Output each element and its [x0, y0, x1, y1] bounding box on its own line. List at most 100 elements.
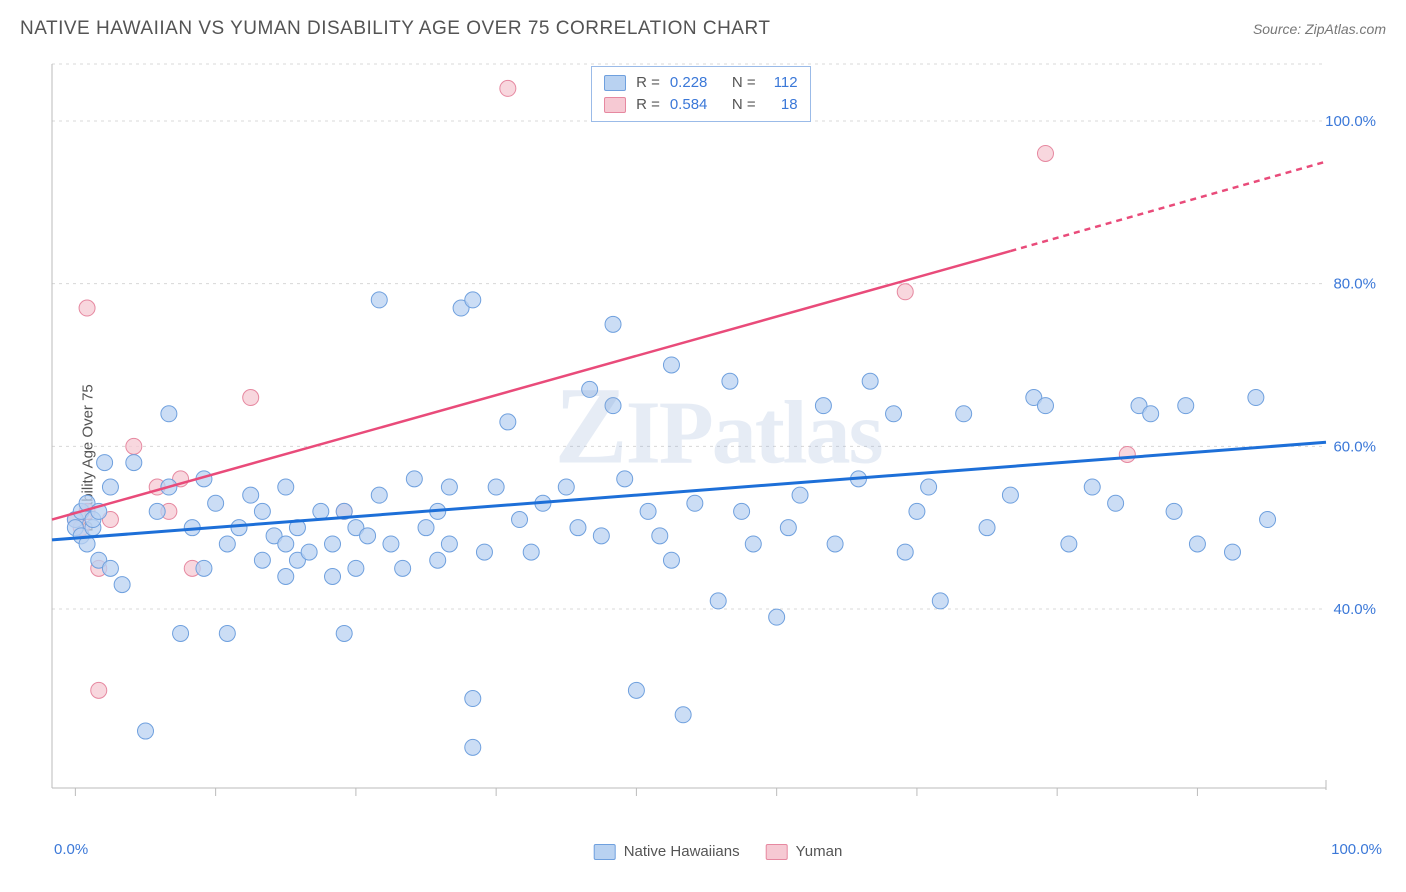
native-hawaiian-trendline — [52, 442, 1326, 540]
yuman-point — [79, 300, 95, 316]
native-hawaiian-point — [921, 479, 937, 495]
series-legend-item: Native Hawaiians — [594, 843, 740, 860]
header: NATIVE HAWAIIAN VS YUMAN DISABILITY AGE … — [0, 0, 1406, 48]
legend-swatch — [766, 844, 788, 860]
native-hawaiian-point — [325, 536, 341, 552]
native-hawaiian-point — [278, 479, 294, 495]
yuman-trendline-extrapolated — [1010, 162, 1326, 251]
native-hawaiian-point — [1108, 495, 1124, 511]
native-hawaiian-point — [979, 520, 995, 536]
native-hawaiian-point — [593, 528, 609, 544]
y-gridline-label: 80.0% — [1333, 276, 1376, 293]
native-hawaiian-point — [1037, 398, 1053, 414]
native-hawaiian-point — [336, 625, 352, 641]
y-gridline-label: 100.0% — [1325, 113, 1376, 130]
native-hawaiian-point — [769, 609, 785, 625]
native-hawaiian-point — [465, 691, 481, 707]
native-hawaiian-point — [1084, 479, 1100, 495]
native-hawaiian-point — [886, 406, 902, 422]
yuman-point — [91, 682, 107, 698]
native-hawaiian-point — [523, 544, 539, 560]
native-hawaiian-point — [687, 495, 703, 511]
native-hawaiian-point — [418, 520, 434, 536]
native-hawaiian-point — [488, 479, 504, 495]
scatter-plot: 40.0% 60.0% 80.0% 100.0% — [50, 58, 1386, 858]
native-hawaiian-point — [909, 503, 925, 519]
native-hawaiian-point — [348, 560, 364, 576]
chart-container: Disability Age Over 75 40.0%60.0%80.0%10… — [50, 58, 1386, 858]
native-hawaiian-point — [1248, 390, 1264, 406]
native-hawaiian-point — [371, 487, 387, 503]
native-hawaiian-point — [1143, 406, 1159, 422]
correlation-legend: R =0.228N =112R =0.584N =18 — [591, 66, 811, 122]
native-hawaiian-point — [161, 406, 177, 422]
source-attribution: Source: ZipAtlas.com — [1253, 21, 1386, 37]
native-hawaiian-point — [254, 552, 270, 568]
native-hawaiian-point — [792, 487, 808, 503]
native-hawaiian-point — [208, 495, 224, 511]
legend-swatch — [604, 97, 626, 113]
native-hawaiian-point — [1260, 512, 1276, 528]
native-hawaiian-point — [254, 503, 270, 519]
yuman-point — [897, 284, 913, 300]
yuman-point — [126, 438, 142, 454]
native-hawaiian-point — [406, 471, 422, 487]
native-hawaiian-point — [371, 292, 387, 308]
native-hawaiian-point — [710, 593, 726, 609]
native-hawaiian-point — [138, 723, 154, 739]
native-hawaiian-point — [219, 625, 235, 641]
native-hawaiian-point — [301, 544, 317, 560]
native-hawaiian-point — [862, 373, 878, 389]
native-hawaiian-point — [231, 520, 247, 536]
native-hawaiian-point — [441, 536, 457, 552]
native-hawaiian-point — [780, 520, 796, 536]
yuman-point — [243, 390, 259, 406]
native-hawaiian-point — [243, 487, 259, 503]
native-hawaiian-point — [675, 707, 691, 723]
native-hawaiian-point — [1178, 398, 1194, 414]
native-hawaiian-point — [126, 455, 142, 471]
native-hawaiian-point — [570, 520, 586, 536]
legend-swatch — [604, 75, 626, 91]
yuman-point — [500, 80, 516, 96]
native-hawaiian-point — [815, 398, 831, 414]
native-hawaiian-point — [196, 560, 212, 576]
x-axis-min-label: 0.0% — [54, 841, 88, 858]
native-hawaiian-point — [278, 536, 294, 552]
native-hawaiian-point — [722, 373, 738, 389]
native-hawaiian-point — [640, 503, 656, 519]
y-gridline-label: 40.0% — [1333, 601, 1376, 618]
native-hawaiian-point — [313, 503, 329, 519]
native-hawaiian-point — [395, 560, 411, 576]
native-hawaiian-point — [652, 528, 668, 544]
native-hawaiian-point — [383, 536, 399, 552]
native-hawaiian-point — [1002, 487, 1018, 503]
native-hawaiian-point — [897, 544, 913, 560]
native-hawaiian-point — [360, 528, 376, 544]
native-hawaiian-point — [149, 503, 165, 519]
native-hawaiian-point — [582, 381, 598, 397]
native-hawaiian-point — [465, 292, 481, 308]
native-hawaiian-point — [932, 593, 948, 609]
native-hawaiian-point — [1166, 503, 1182, 519]
native-hawaiian-point — [512, 512, 528, 528]
native-hawaiian-point — [97, 455, 113, 471]
native-hawaiian-point — [102, 560, 118, 576]
native-hawaiian-point — [500, 414, 516, 430]
native-hawaiian-point — [827, 536, 843, 552]
native-hawaiian-point — [605, 398, 621, 414]
yuman-point — [1119, 446, 1135, 462]
native-hawaiian-point — [219, 536, 235, 552]
native-hawaiian-point — [663, 357, 679, 373]
y-gridline-label: 60.0% — [1333, 438, 1376, 455]
chart-title: NATIVE HAWAIIAN VS YUMAN DISABILITY AGE … — [20, 18, 770, 40]
yuman-point — [1037, 145, 1053, 161]
native-hawaiian-point — [325, 568, 341, 584]
native-hawaiian-point — [430, 552, 446, 568]
legend-swatch — [594, 844, 616, 860]
native-hawaiian-point — [1061, 536, 1077, 552]
native-hawaiian-point — [617, 471, 633, 487]
native-hawaiian-point — [441, 479, 457, 495]
native-hawaiian-point — [102, 479, 118, 495]
native-hawaiian-point — [663, 552, 679, 568]
